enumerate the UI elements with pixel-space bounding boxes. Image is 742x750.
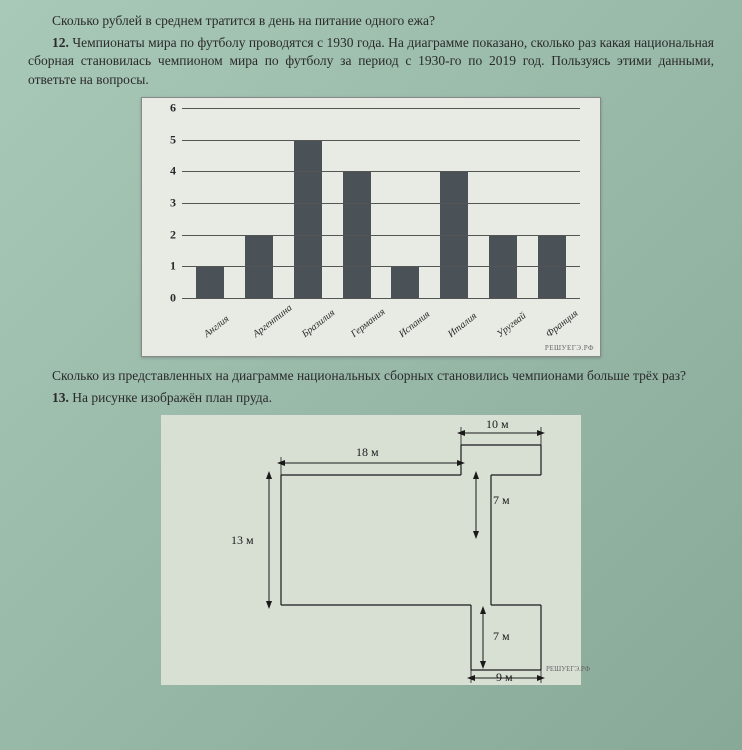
bar xyxy=(196,266,224,298)
y-tick-label: 4 xyxy=(160,164,176,179)
pond-diagram: 10 м 18 м 7 м 13 м 7 м 9 м РЕШУЕГЭ.РФ xyxy=(161,415,581,685)
bar xyxy=(391,266,419,298)
q13-number: 13. xyxy=(52,390,69,405)
dim-13m: 13 м xyxy=(231,533,254,548)
y-tick-label: 3 xyxy=(160,195,176,210)
grid-line xyxy=(182,235,580,236)
dim-7m-bot: 7 м xyxy=(493,629,510,644)
x-tick-label: Уругвай xyxy=(495,314,548,371)
x-tick-label: Италия xyxy=(446,314,499,371)
y-tick-label: 5 xyxy=(160,132,176,147)
chart-watermark: РЕШУЕГЭ.РФ xyxy=(545,344,594,352)
x-tick-label: Франция xyxy=(544,314,597,371)
x-tick-label: Германия xyxy=(349,314,402,371)
grid-line xyxy=(182,108,580,109)
q13-text: 13. На рисунке изображён план пруда. xyxy=(28,389,714,407)
dim-7m-top: 7 м xyxy=(493,493,510,508)
intro-question: Сколько рублей в среднем тратится в день… xyxy=(28,12,714,30)
bar-chart: 0123456 АнглияАргентинаБразилияГерманияИ… xyxy=(141,97,601,357)
pond-watermark: РЕШУЕГЭ.РФ xyxy=(546,665,590,673)
dim-10m: 10 м xyxy=(486,417,509,432)
q12-followup: Сколько из представленных на диаграмме н… xyxy=(28,367,714,385)
x-tick-label: Бразилия xyxy=(300,314,353,371)
y-tick-label: 2 xyxy=(160,227,176,242)
dim-18m: 18 м xyxy=(356,445,379,460)
y-tick-label: 1 xyxy=(160,259,176,274)
x-tick-label: Испания xyxy=(397,314,450,371)
q12-number: 12. xyxy=(52,35,69,50)
dim-9m: 9 м xyxy=(496,670,513,685)
grid-line xyxy=(182,266,580,267)
x-tick-label: Аргентина xyxy=(251,314,304,371)
bar xyxy=(294,140,322,298)
grid-line xyxy=(182,298,580,299)
grid-line xyxy=(182,140,580,141)
grid-line xyxy=(182,203,580,204)
q12-body: Чемпионаты мира по футболу проводятся с … xyxy=(28,35,714,86)
y-tick-label: 0 xyxy=(160,290,176,305)
x-tick-label: Англия xyxy=(202,314,255,371)
y-tick-label: 6 xyxy=(160,100,176,115)
grid-line xyxy=(182,171,580,172)
q13-body: На рисунке изображён план пруда. xyxy=(72,390,272,405)
q12-text: 12. Чемпионаты мира по футболу проводятс… xyxy=(28,34,714,89)
